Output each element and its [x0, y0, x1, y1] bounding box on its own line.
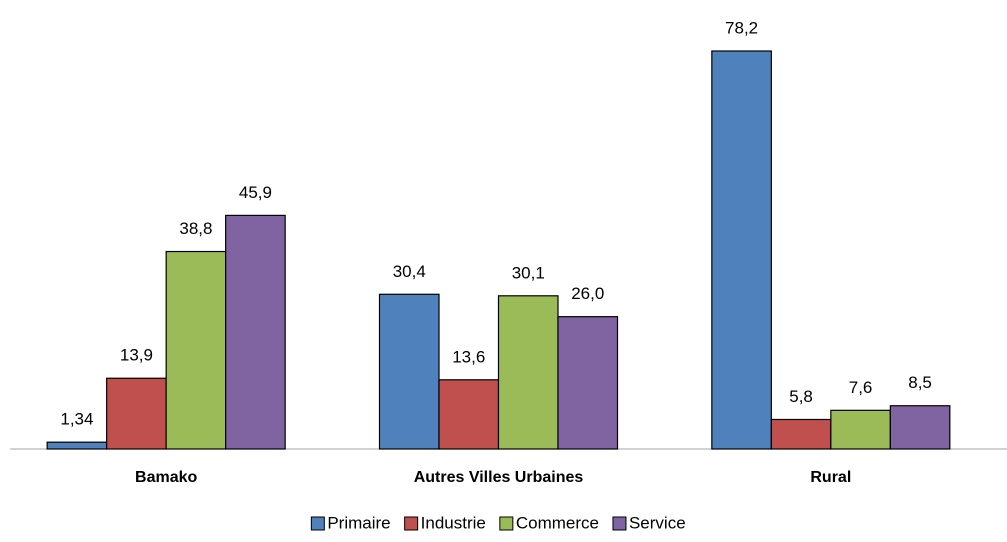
bar	[106, 377, 167, 450]
data-label: 7,6	[849, 378, 873, 397]
x-tick-label: Bamako	[135, 469, 197, 486]
legend-label: Commerce	[516, 513, 599, 532]
data-label: 1,34	[60, 410, 93, 429]
bar	[889, 405, 951, 450]
data-label: 26,0	[571, 284, 604, 303]
data-label: 78,2	[725, 18, 758, 37]
bar	[165, 250, 227, 450]
data-label: 5,8	[789, 387, 813, 406]
legend-swatch	[612, 516, 627, 531]
data-label: 30,4	[393, 262, 426, 281]
data-label: 38,8	[179, 219, 212, 238]
bar	[770, 418, 832, 450]
data-label: 30,1	[512, 263, 545, 282]
bar	[557, 316, 619, 450]
bar	[225, 214, 286, 450]
legend-swatch	[499, 516, 514, 531]
data-label: 45,9	[239, 183, 272, 202]
legend-label: Service	[629, 513, 686, 532]
bar	[711, 50, 772, 450]
bar	[438, 379, 500, 450]
data-label: 8,5	[908, 373, 932, 392]
bar	[378, 293, 440, 450]
data-label: 13,6	[452, 347, 485, 366]
legend-label: Primaire	[327, 513, 390, 532]
bar	[830, 409, 891, 450]
legend-swatch	[404, 516, 419, 531]
bar	[497, 295, 559, 450]
x-tick-label: Rural	[810, 469, 851, 486]
legend-swatch	[310, 516, 325, 531]
bar	[46, 441, 108, 450]
x-tick-label: Autres Villes Urbaines	[414, 469, 584, 486]
data-label: 13,9	[120, 346, 153, 365]
legend-label: Industrie	[421, 513, 486, 532]
